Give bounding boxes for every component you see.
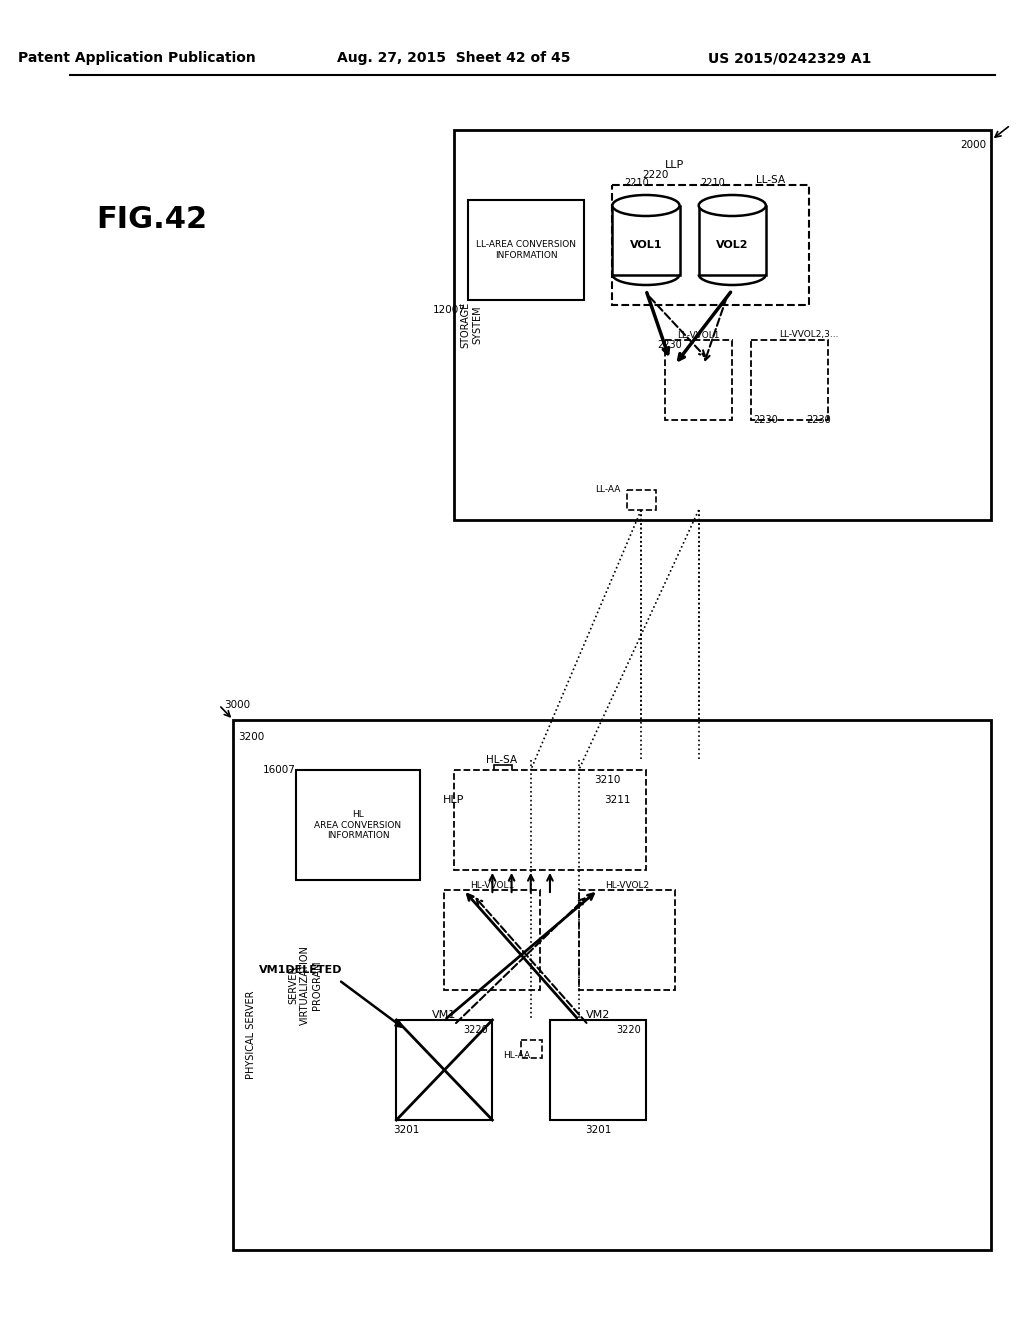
- Bar: [752, 341, 828, 420]
- Text: 3200: 3200: [239, 733, 264, 742]
- Text: 3201: 3201: [393, 1125, 419, 1135]
- Bar: [627, 490, 655, 510]
- Text: 3220: 3220: [463, 1026, 487, 1035]
- Text: LL-AREA CONVERSION
INFORMATION: LL-AREA CONVERSION INFORMATION: [476, 240, 575, 260]
- Bar: [612, 206, 680, 275]
- Text: Patent Application Publication: Patent Application Publication: [18, 51, 256, 65]
- Text: HL-VVOL2: HL-VVOL2: [604, 880, 649, 890]
- Text: HLP: HLP: [443, 795, 465, 805]
- Bar: [454, 770, 646, 870]
- Bar: [550, 1020, 646, 1119]
- Text: SERVER
VIRTUALIZATION
PROGRAM: SERVER VIRTUALIZATION PROGRAM: [289, 945, 322, 1024]
- Text: 12007: 12007: [433, 305, 466, 315]
- Text: HL-VVOL1: HL-VVOL1: [470, 880, 514, 890]
- Text: VOL2: VOL2: [716, 240, 749, 249]
- Text: LL-VVOL1: LL-VVOL1: [678, 330, 720, 339]
- Bar: [495, 766, 512, 780]
- Text: VM2: VM2: [586, 1010, 610, 1020]
- Text: LL-VVOL2,3...: LL-VVOL2,3...: [779, 330, 839, 339]
- Text: Aug. 27, 2015  Sheet 42 of 45: Aug. 27, 2015 Sheet 42 of 45: [337, 51, 570, 65]
- Ellipse shape: [698, 195, 766, 216]
- Bar: [233, 719, 991, 1250]
- Text: 2230: 2230: [657, 341, 682, 350]
- Bar: [698, 206, 766, 275]
- Text: 16007: 16007: [263, 766, 296, 775]
- Text: 3210: 3210: [594, 775, 621, 785]
- Text: 2230: 2230: [806, 414, 831, 425]
- Text: LL-SA: LL-SA: [756, 176, 785, 185]
- Text: 2230: 2230: [754, 414, 778, 425]
- Bar: [579, 890, 675, 990]
- Text: US 2015/0242329 A1: US 2015/0242329 A1: [709, 51, 871, 65]
- Text: 3201: 3201: [585, 1125, 611, 1135]
- Text: VM1: VM1: [432, 1010, 457, 1020]
- Bar: [612, 185, 809, 305]
- Text: HL-AA: HL-AA: [503, 1051, 530, 1060]
- Text: LL-AA: LL-AA: [595, 486, 621, 495]
- Bar: [521, 1040, 543, 1059]
- Ellipse shape: [612, 195, 680, 216]
- Text: FIG.42: FIG.42: [96, 206, 207, 235]
- Text: 2220: 2220: [642, 170, 669, 180]
- Text: 3211: 3211: [604, 795, 631, 805]
- Text: LLP: LLP: [665, 160, 684, 170]
- Text: HL-SA: HL-SA: [486, 755, 517, 766]
- Bar: [468, 201, 584, 300]
- Text: 2210: 2210: [624, 178, 648, 187]
- Text: STORAGE
SYSTEM: STORAGE SYSTEM: [461, 302, 482, 348]
- Text: HL
AREA CONVERSION
INFORMATION: HL AREA CONVERSION INFORMATION: [314, 810, 401, 840]
- Bar: [396, 1020, 493, 1119]
- Text: 2000: 2000: [961, 140, 986, 150]
- Text: VOL1: VOL1: [630, 240, 663, 249]
- Bar: [666, 341, 732, 420]
- Text: PHYSICAL SERVER: PHYSICAL SERVER: [246, 991, 256, 1080]
- Bar: [454, 129, 991, 520]
- Bar: [444, 890, 541, 990]
- Text: 2210: 2210: [700, 178, 725, 187]
- Text: VM1DELETED: VM1DELETED: [259, 965, 342, 975]
- Bar: [296, 770, 421, 880]
- Text: 3220: 3220: [616, 1026, 641, 1035]
- Text: 3000: 3000: [223, 700, 250, 710]
